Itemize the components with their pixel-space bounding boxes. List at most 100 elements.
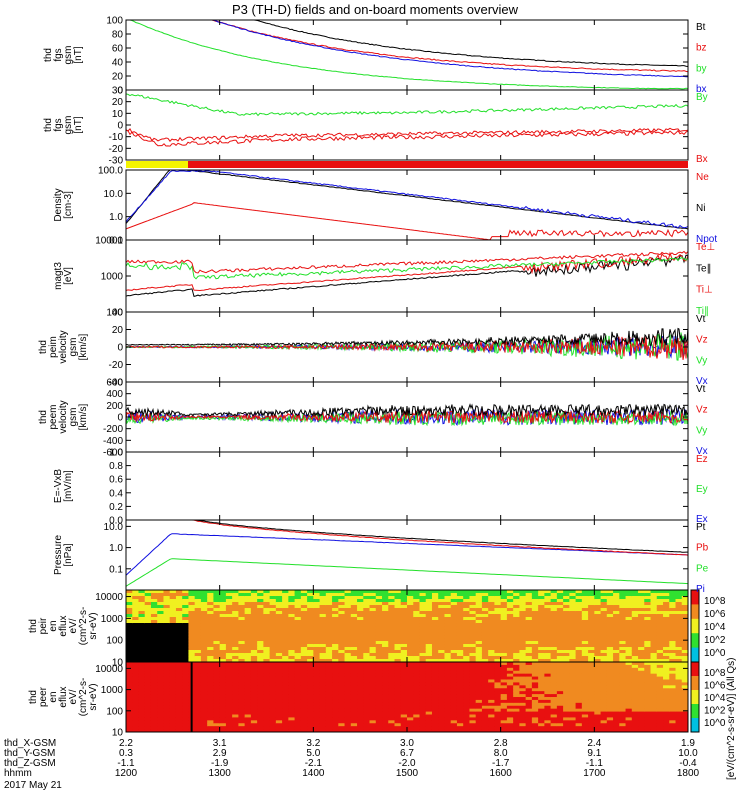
spec-cell <box>375 708 383 713</box>
spec-cell <box>588 599 595 603</box>
spec-cell <box>188 644 196 648</box>
spec-cell <box>456 602 464 606</box>
spec-cell <box>332 653 339 657</box>
spec-cell <box>213 673 221 678</box>
spec-cell <box>400 699 408 704</box>
spec-cell <box>650 596 658 600</box>
spec-cell <box>475 632 483 636</box>
status-bar-yellow <box>126 161 188 168</box>
spec-cell <box>307 662 314 666</box>
spec-cell <box>257 667 264 672</box>
colorbar-tick: 10^6 <box>704 609 726 620</box>
spec-cell <box>369 711 377 715</box>
spec-cell <box>275 697 283 701</box>
spec-cell <box>569 714 577 718</box>
spec-cell <box>663 662 670 666</box>
spec-cell <box>494 620 502 624</box>
spec-cell <box>325 608 333 612</box>
spec-cell <box>357 644 364 648</box>
spec-cell <box>519 596 527 600</box>
spec-cell <box>588 647 595 651</box>
spec-cell <box>631 664 639 669</box>
spec-cell <box>225 644 233 648</box>
spec-cell <box>631 617 639 621</box>
date-label: 2017 May 21 <box>4 780 62 791</box>
spec-cell <box>500 590 508 594</box>
spec-cell <box>169 620 177 624</box>
spec-cell <box>213 723 221 727</box>
spec-cell <box>369 626 377 630</box>
spec-cell <box>431 682 439 686</box>
spec-cell <box>538 717 545 721</box>
spec-cell <box>463 620 470 624</box>
spec-cell <box>325 602 333 606</box>
spec-cell <box>369 632 377 636</box>
spec-cell <box>625 691 633 695</box>
spec-cell <box>475 647 483 651</box>
spec-cell <box>363 635 371 639</box>
spec-cell <box>175 596 183 600</box>
spec-cell <box>157 632 164 636</box>
spec-cell <box>194 720 202 724</box>
spec-cell <box>382 711 389 715</box>
spec-cell <box>606 723 614 727</box>
spec-cell <box>431 605 439 609</box>
spec-cell <box>481 708 489 713</box>
spec-cell <box>382 664 389 669</box>
spec-cell <box>681 608 689 612</box>
spec-cell <box>631 641 639 645</box>
spec-cell <box>581 682 589 686</box>
spec-cell <box>407 708 414 713</box>
spec-cell <box>513 647 520 651</box>
spec-cell <box>200 702 208 707</box>
spec-cell <box>575 596 583 600</box>
colorbar-cell <box>691 614 699 617</box>
spec-cell <box>494 608 502 612</box>
spec-cell <box>157 685 164 689</box>
spec-cell <box>213 629 221 633</box>
spec-cell <box>194 708 202 713</box>
spec-cell <box>338 629 346 633</box>
spec-cell <box>656 664 664 669</box>
spec-cell <box>288 659 296 663</box>
spec-cell <box>313 723 321 727</box>
legend-Pt: Pt <box>696 522 706 533</box>
spec-cell <box>531 691 539 695</box>
spec-cell <box>613 635 620 639</box>
spec-cell <box>257 708 264 713</box>
spec-cell <box>357 708 364 713</box>
spec-cell <box>157 626 164 630</box>
spec-cell <box>207 702 214 707</box>
spec-cell <box>332 723 339 727</box>
spec-cell <box>200 685 208 689</box>
spec-cell <box>332 667 339 672</box>
spec-cell <box>319 590 327 594</box>
spec-cell <box>450 664 458 669</box>
spec-cell <box>650 694 658 698</box>
spec-cell <box>219 608 227 612</box>
spec-cell <box>663 641 670 645</box>
spec-cell <box>569 590 577 594</box>
spec-cell <box>313 729 321 733</box>
spec-cell <box>538 702 545 707</box>
spec-cell <box>369 694 377 698</box>
spec-cell <box>625 644 633 648</box>
spec-cell <box>294 688 302 692</box>
spec-cell <box>588 679 595 683</box>
spec-cell <box>475 691 483 695</box>
spec-cell <box>369 699 377 704</box>
spec-cell <box>638 717 645 721</box>
spec-cell <box>169 679 177 683</box>
spec-cell <box>519 662 527 666</box>
spec-cell <box>250 670 258 675</box>
spec-cell <box>275 614 283 618</box>
spec-cell <box>332 650 339 654</box>
spec-cell <box>350 694 358 698</box>
spec-cell <box>613 611 620 615</box>
spec-cell <box>338 676 346 680</box>
spec-cell <box>313 662 321 666</box>
spec-cell <box>163 685 171 689</box>
spec-cell <box>219 650 227 654</box>
spec-cell <box>338 664 346 669</box>
spec-cell <box>219 714 227 718</box>
